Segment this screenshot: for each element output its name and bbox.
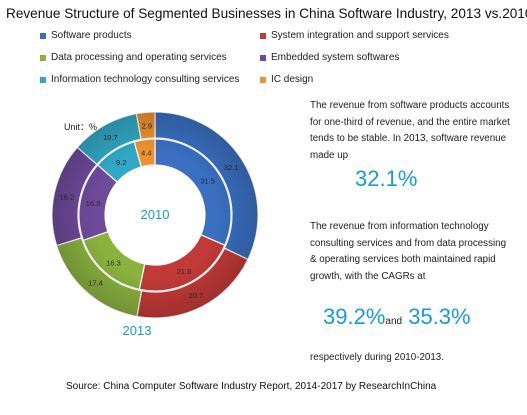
legend-swatch bbox=[260, 54, 266, 61]
donut-value-label-2013-2: 17.4 bbox=[88, 279, 103, 288]
legend-item-system-integration: System integration and support services bbox=[260, 30, 449, 41]
donut-outer-label: 2013 bbox=[123, 323, 152, 338]
legend-swatch bbox=[40, 54, 46, 61]
donut-value-label-2013-1: 20.7 bbox=[189, 291, 204, 300]
legend-item-software-products: Software products bbox=[40, 30, 132, 41]
legend-label: System integration and support services bbox=[271, 30, 449, 41]
donut-value-label-2013-3: 16.2 bbox=[60, 192, 75, 201]
legend-item-data-processing: Data processing and operating services bbox=[40, 52, 227, 63]
donut-center-label: 2010 bbox=[141, 207, 170, 222]
highlight-values-2: 39.2%and 35.3% bbox=[323, 306, 471, 331]
donut-value-label-2010-4: 9.2 bbox=[116, 158, 126, 167]
legend-item-it-consulting: Information technology consulting servic… bbox=[40, 74, 239, 85]
highlight-value-2a: 39.2% bbox=[323, 304, 386, 329]
donut-value-label-2013-0: 32.1 bbox=[224, 163, 239, 172]
legend-swatch bbox=[40, 32, 46, 39]
legend-item-ic-design: IC design bbox=[260, 74, 313, 85]
donut-value-label-2010-3: 16.8 bbox=[86, 199, 101, 208]
legend-label: Information technology consulting servic… bbox=[51, 74, 240, 85]
highlight-connector: and bbox=[385, 316, 403, 327]
legend-label: Embedded system softwares bbox=[271, 52, 400, 63]
legend-label: Data processing and operating services bbox=[51, 52, 227, 63]
legend-swatch bbox=[260, 76, 266, 83]
donut-value-label-2010-0: 31.5 bbox=[200, 176, 215, 185]
legend-item-embedded-system: Embedded system softwares bbox=[260, 52, 399, 63]
donut-value-label-2010-5: 4.4 bbox=[141, 149, 151, 158]
legend-swatch bbox=[40, 76, 46, 83]
legend-label: Software products bbox=[51, 30, 132, 41]
donut-hole bbox=[106, 166, 204, 264]
donut-value-label-2013-4: 10.7 bbox=[103, 133, 118, 142]
commentary-paragraph-1: The revenue from software products accou… bbox=[310, 100, 510, 161]
donut-value-label-2013-5: 2.9 bbox=[142, 121, 152, 130]
donut-value-label-2010-2: 16.3 bbox=[106, 258, 121, 267]
legend-swatch bbox=[260, 32, 266, 39]
legend-label: IC design bbox=[271, 74, 314, 85]
highlight-value-1: 32.1% bbox=[355, 166, 418, 191]
chart-title: Revenue Structure of Segmented Businesse… bbox=[6, 6, 527, 21]
commentary-paragraph-2: The revenue from information technology … bbox=[310, 221, 507, 282]
commentary-paragraph-3: respectively during 2010-2013. bbox=[310, 352, 444, 363]
source-note: Source: China Computer Software Industry… bbox=[66, 381, 437, 392]
donut-value-label-2010-1: 21.8 bbox=[177, 267, 192, 276]
highlight-value-2b: 35.3% bbox=[408, 304, 471, 329]
